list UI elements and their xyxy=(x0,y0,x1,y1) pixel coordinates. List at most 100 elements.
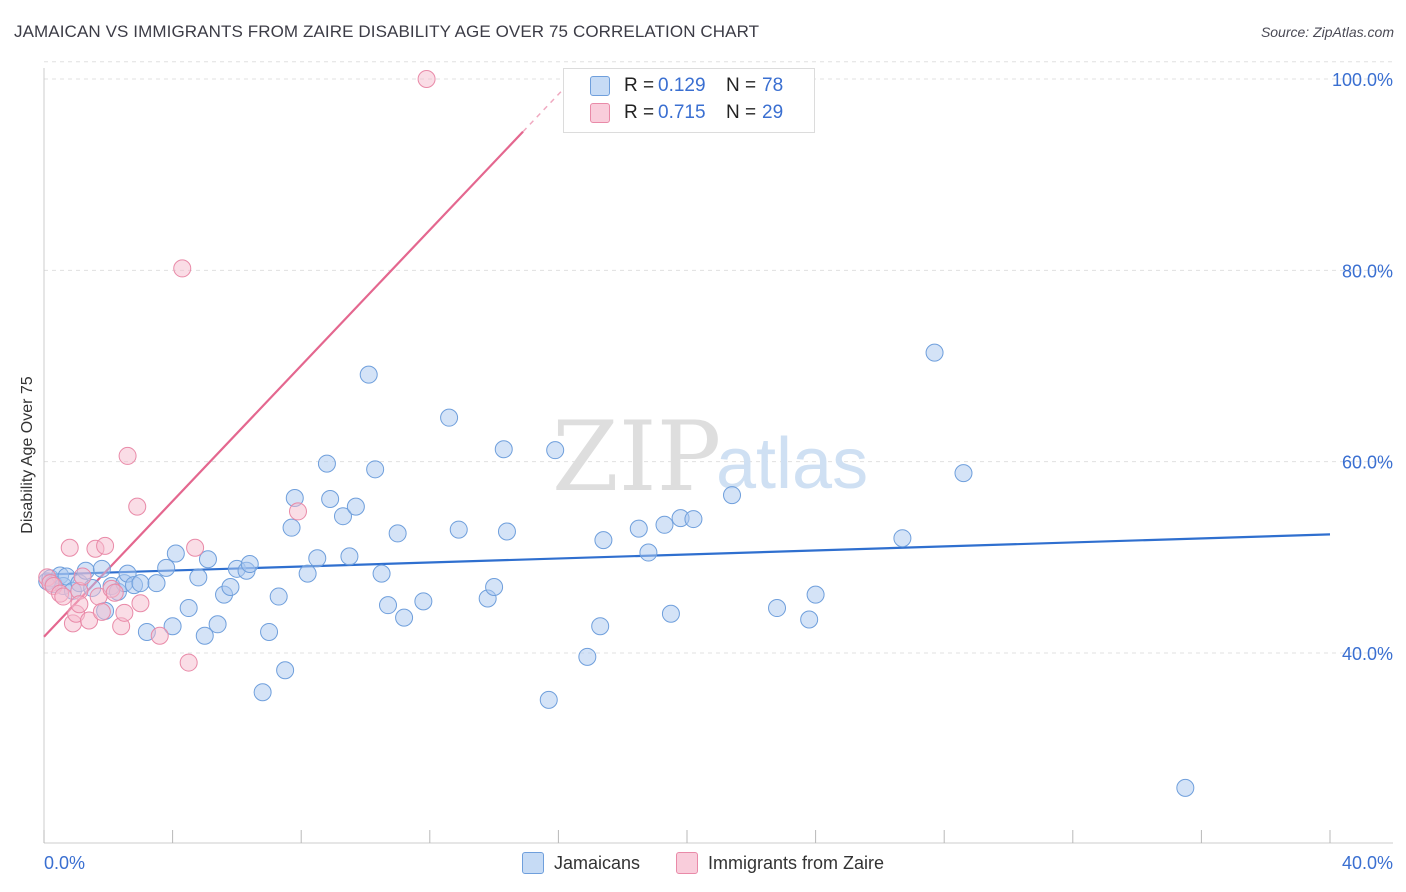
legend-label-jamaicans: Jamaicans xyxy=(553,852,640,873)
point-jamaicans xyxy=(195,626,214,645)
r-label: R = xyxy=(624,102,655,123)
point-jamaicans xyxy=(379,596,398,615)
y-tick-labels: 40.0% 60.0% 80.0% 100.0% xyxy=(1332,70,1393,664)
point-jamaicans xyxy=(497,522,516,541)
x-tick-labels: 0.0% 40.0% xyxy=(44,853,1393,873)
point-jamaicans xyxy=(198,550,217,569)
point-jamaicans xyxy=(166,544,185,563)
y-tick-label: 40.0% xyxy=(1342,644,1393,664)
x-tick-label-min: 0.0% xyxy=(44,853,85,873)
point-jamaicans xyxy=(253,683,272,702)
point-jamaicans xyxy=(639,543,658,562)
point-zaire xyxy=(131,594,150,613)
point-jamaicans xyxy=(954,464,973,483)
point-jamaicans xyxy=(449,520,468,539)
point-zaire xyxy=(150,626,169,645)
point-zaire xyxy=(173,259,192,278)
point-jamaicans xyxy=(221,577,240,596)
point-jamaicans xyxy=(388,524,407,543)
point-jamaicans xyxy=(629,519,648,538)
point-jamaicans xyxy=(591,617,610,636)
trend-lines xyxy=(43,76,1331,638)
point-zaire xyxy=(118,446,137,465)
point-zaire xyxy=(186,538,205,557)
point-zaire xyxy=(60,538,79,557)
source-credit: Source: ZipAtlas.com xyxy=(1260,24,1394,40)
point-zaire xyxy=(179,653,198,672)
point-jamaicans xyxy=(189,568,208,587)
r-label: R = xyxy=(624,75,655,96)
jamaicans-swatch xyxy=(590,76,610,96)
n-value: 78 xyxy=(762,75,784,96)
point-zaire xyxy=(73,567,92,586)
data-points xyxy=(38,70,1195,797)
r-value: 0.129 xyxy=(658,75,706,96)
point-jamaicans xyxy=(317,454,336,473)
point-jamaicans xyxy=(260,622,279,641)
point-jamaicans xyxy=(366,460,385,479)
zaire-swatch xyxy=(590,103,610,123)
point-jamaicans xyxy=(800,610,819,629)
point-jamaicans xyxy=(546,441,565,460)
n-value: 29 xyxy=(762,102,784,123)
watermark-zip: ZIP xyxy=(552,401,721,513)
axes xyxy=(43,68,1393,844)
point-jamaicans xyxy=(768,599,787,618)
point-jamaicans xyxy=(163,617,182,636)
point-jamaicans xyxy=(395,608,414,627)
point-jamaicans xyxy=(131,574,150,593)
n-label: N = xyxy=(726,75,757,96)
legend-item-jamaicans[interactable]: Jamaicans xyxy=(521,852,640,874)
point-zaire xyxy=(54,587,73,606)
point-zaire xyxy=(92,602,111,621)
point-jamaicans xyxy=(333,507,352,526)
point-zaire xyxy=(417,70,436,88)
point-jamaicans xyxy=(578,647,597,666)
legend-label-zaire: Immigrants from Zaire xyxy=(708,852,885,873)
point-zaire xyxy=(80,611,99,630)
stats-row-jamaicans: R = 0.129 N = 78 xyxy=(590,73,783,99)
point-jamaicans xyxy=(147,574,166,593)
watermark-atlas: atlas xyxy=(716,424,868,504)
stats-row-zaire: R = 0.715 N = 29 xyxy=(590,100,783,126)
point-jamaicans xyxy=(594,531,613,550)
point-jamaicans xyxy=(157,558,176,577)
n-label: N = xyxy=(726,102,757,123)
stats-legend: R = 0.129 N = 78 R = 0.715 N = 29 xyxy=(563,68,815,133)
point-jamaicans xyxy=(414,592,433,611)
point-jamaicans xyxy=(92,559,111,578)
point-jamaicans xyxy=(893,529,912,548)
point-jamaicans xyxy=(806,585,825,604)
watermark: ZIP atlas xyxy=(552,401,868,513)
trend-line-zaire xyxy=(43,130,524,638)
point-jamaicans xyxy=(494,440,513,459)
r-value: 0.715 xyxy=(658,102,706,123)
point-jamaicans xyxy=(655,515,674,534)
legend-swatch-blue xyxy=(521,852,544,874)
point-jamaicans xyxy=(684,510,703,529)
point-zaire xyxy=(96,536,115,555)
legend-item-zaire[interactable]: Immigrants from Zaire xyxy=(676,852,884,874)
point-jamaicans xyxy=(208,615,227,634)
point-jamaicans xyxy=(282,518,301,537)
point-jamaicans xyxy=(298,564,317,583)
point-jamaicans xyxy=(723,486,742,505)
point-jamaicans xyxy=(346,497,365,516)
point-jamaicans xyxy=(179,599,198,618)
point-jamaicans xyxy=(661,604,680,623)
point-jamaicans xyxy=(485,577,504,596)
legend-swatch-pink xyxy=(676,852,698,874)
y-tick-label: 100.0% xyxy=(1332,70,1393,90)
point-jamaicans xyxy=(359,365,378,384)
point-zaire xyxy=(115,603,134,622)
point-zaire xyxy=(70,595,89,614)
y-tick-label: 80.0% xyxy=(1342,261,1393,281)
point-jamaicans xyxy=(440,408,459,427)
bottom-legend: Jamaicans Immigrants from Zaire xyxy=(0,852,1406,874)
point-jamaicans xyxy=(340,547,359,566)
point-jamaicans xyxy=(539,690,558,709)
point-jamaicans xyxy=(308,549,327,568)
x-tick-label-max: 40.0% xyxy=(1342,853,1393,873)
point-jamaicans xyxy=(321,489,340,508)
